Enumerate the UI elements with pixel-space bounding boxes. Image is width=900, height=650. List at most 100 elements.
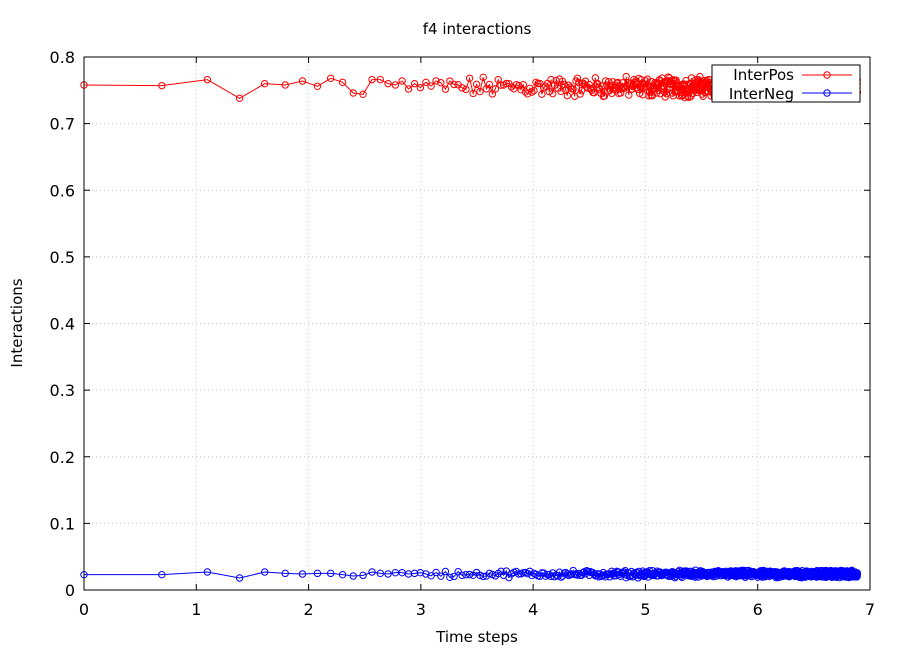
data-point-interneg (462, 571, 470, 579)
data-point-interneg (465, 570, 474, 579)
data-point-interneg (384, 570, 392, 578)
data-point-interpos (479, 73, 487, 82)
data-point-interpos (604, 77, 613, 86)
x-tick-label: 5 (640, 600, 650, 619)
data-point-interneg (853, 569, 862, 577)
y-tick-label: 0.5 (50, 248, 75, 267)
x-tick-label: 1 (191, 600, 201, 619)
x-tick-label: 0 (79, 600, 89, 619)
data-point-interpos (359, 90, 367, 99)
data-point-interneg (427, 572, 435, 580)
data-point-interpos (432, 77, 440, 85)
data-point-interpos (538, 90, 546, 98)
data-point-interpos (404, 85, 413, 93)
data-point-interpos (534, 79, 542, 88)
data-point-interpos (603, 88, 612, 96)
x-tick-label: 3 (416, 600, 426, 619)
x-tick-label: 6 (753, 600, 763, 619)
data-point-interneg (432, 568, 440, 577)
data-point-interneg (376, 569, 385, 578)
data-point-interpos (260, 79, 269, 88)
data-point-interpos (391, 81, 400, 89)
data-point-interpos (532, 78, 540, 87)
data-point-interpos (598, 82, 606, 90)
data-point-interpos (514, 82, 523, 90)
data-point-interpos (441, 85, 450, 93)
y-tick-label: 0.4 (50, 315, 75, 334)
data-point-interpos (601, 77, 610, 85)
data-point-interpos (614, 78, 622, 87)
series-interneg (80, 566, 862, 582)
data-point-interpos (376, 75, 385, 84)
data-point-interneg (235, 574, 244, 582)
data-point-interneg (563, 570, 571, 578)
x-tick-label: 2 (303, 600, 313, 619)
data-point-interpos (235, 94, 244, 103)
data-point-interneg (416, 568, 425, 577)
data-point-interpos (557, 87, 565, 96)
data-point-interneg (454, 567, 462, 576)
data-point-interpos (661, 93, 669, 101)
data-point-interneg (446, 573, 454, 581)
data-point-interneg (349, 572, 357, 580)
data-point-interpos (368, 75, 376, 84)
data-point-interneg (298, 570, 307, 578)
data-point-interpos (530, 86, 538, 95)
data-point-interneg (422, 570, 430, 578)
y-tick-label: 0 (65, 581, 75, 600)
data-point-interpos (427, 82, 435, 90)
data-point-interpos (699, 92, 707, 100)
data-point-interpos (502, 79, 511, 88)
data-point-interneg (572, 570, 580, 578)
legend-label-interpos: InterPos (733, 66, 794, 84)
data-point-interpos (476, 87, 484, 96)
data-point-interpos (540, 84, 548, 92)
data-point-interpos (584, 84, 592, 92)
legend-marker-interneg (823, 89, 831, 97)
chart-title: f4 interactions (423, 20, 532, 38)
data-point-interpos (497, 81, 505, 89)
data-point-interneg (313, 569, 322, 578)
data-point-interpos (158, 81, 166, 90)
x-tick-label: 7 (865, 600, 875, 619)
data-point-interpos (569, 85, 577, 93)
y-tick-label: 0.7 (50, 115, 75, 134)
legend-label-interneg: InterNeg (729, 85, 794, 103)
data-point-interpos (437, 79, 445, 87)
data-point-interpos (519, 81, 527, 89)
data-point-interpos (410, 79, 419, 88)
data-point-interpos (462, 85, 470, 94)
data-point-interneg (338, 570, 347, 579)
data-point-interpos (586, 84, 595, 93)
data-point-interpos (632, 84, 641, 92)
data-point-interneg (584, 567, 592, 576)
data-point-interneg (458, 571, 466, 579)
data-point-interneg (368, 568, 376, 576)
data-point-interpos (384, 79, 392, 88)
data-point-interpos (507, 83, 516, 91)
data-point-interneg (203, 568, 212, 576)
data-point-interneg (541, 572, 550, 580)
data-point-interpos (596, 86, 604, 94)
data-point-interneg (359, 571, 367, 580)
axis-ticks: 0 1 2 3 4 5 6 7 0 0.1 0.2 0.3 0.4 0.5 0.6 0.7 0.8 (50, 48, 876, 619)
data-point-interneg (526, 567, 534, 575)
data-point-interpos (547, 75, 555, 84)
data-point-interpos (573, 74, 582, 83)
data-point-interpos (549, 89, 557, 98)
data-point-interpos (349, 89, 357, 97)
legend: InterPos InterNeg (711, 64, 861, 103)
data-point-interpos (583, 83, 591, 91)
data-point-interpos (338, 78, 347, 87)
data-point-interpos (576, 90, 584, 98)
data-point-interpos (313, 82, 322, 91)
data-point-interpos (517, 85, 525, 94)
data-point-interpos (472, 80, 481, 89)
data-point-interneg (450, 572, 458, 581)
data-point-interpos (687, 74, 696, 82)
data-point-interneg (410, 569, 419, 578)
data-point-interneg (512, 567, 521, 576)
data-point-interneg (514, 570, 523, 578)
y-tick-label: 0.1 (50, 514, 75, 533)
